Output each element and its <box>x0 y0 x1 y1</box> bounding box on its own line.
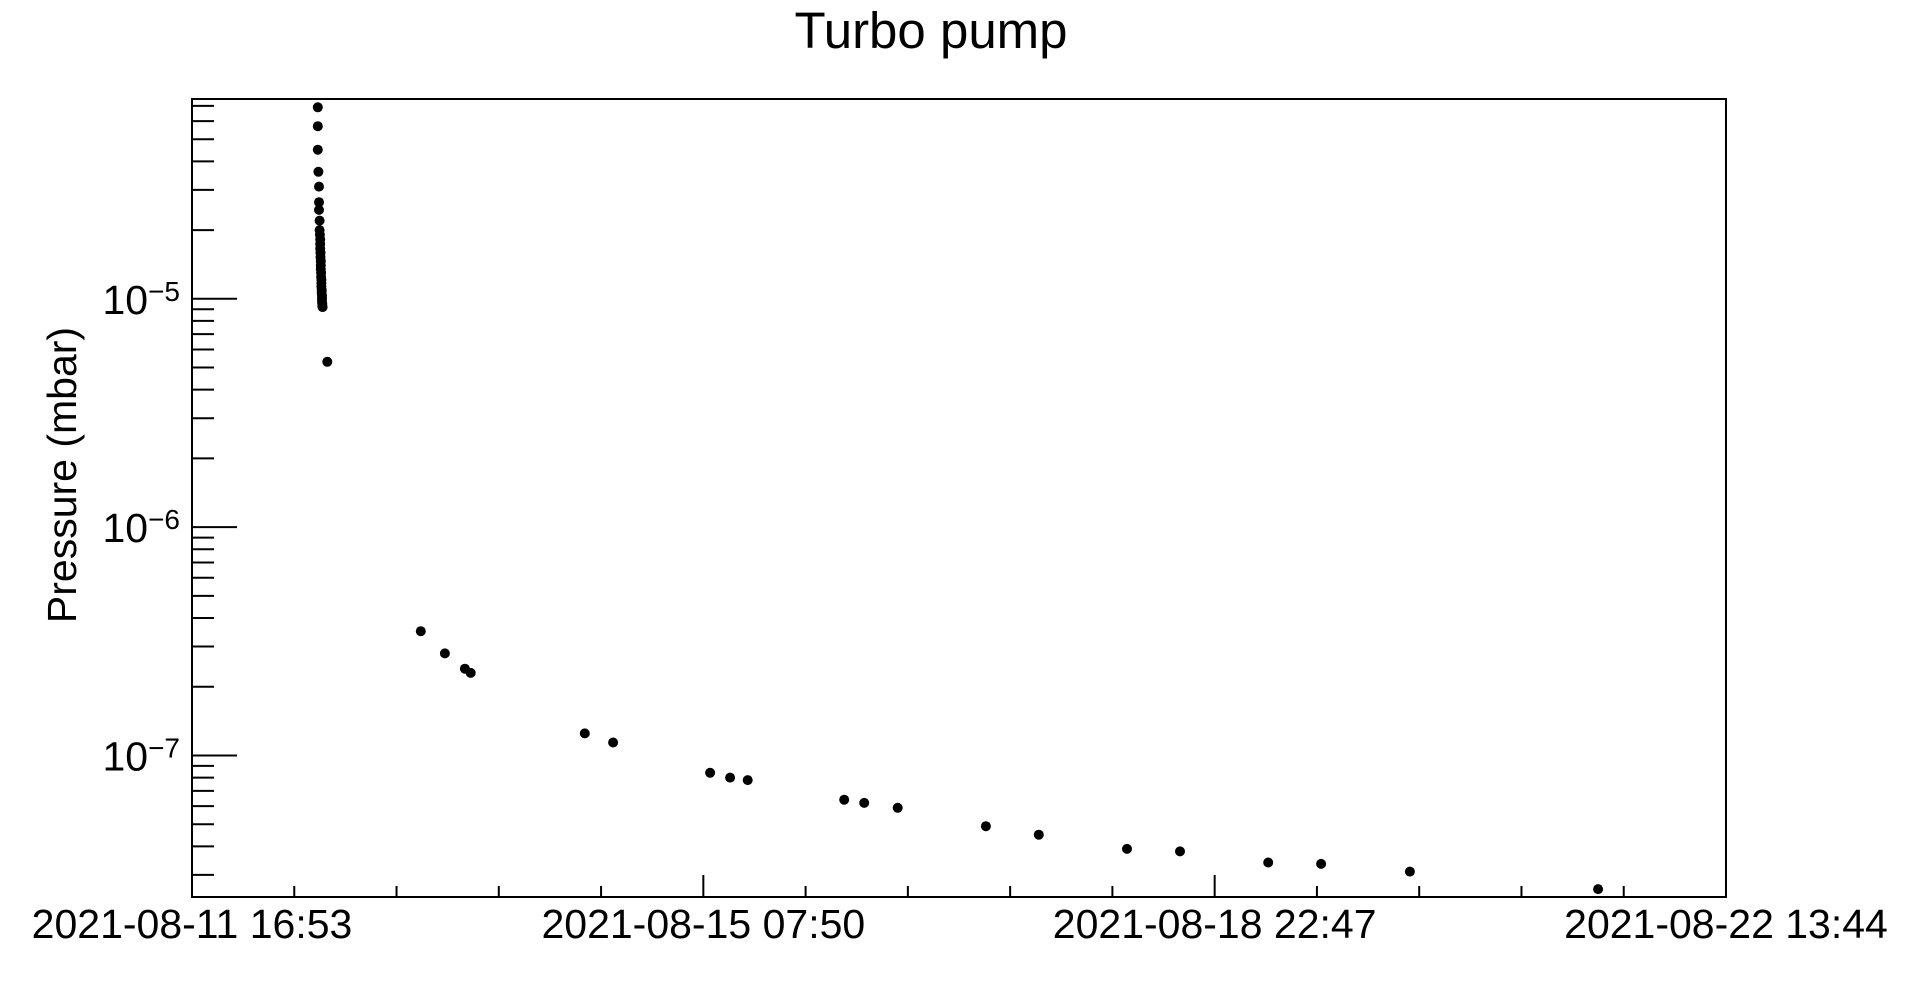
data-point <box>705 767 716 778</box>
data-point <box>314 197 324 208</box>
y-tick-label: 10−6 <box>102 504 180 551</box>
data-point <box>742 775 753 786</box>
y-tick-label: 10−5 <box>102 276 180 323</box>
data-point <box>859 797 870 808</box>
y-axis-title: Pressure (mbar) <box>39 327 85 623</box>
x-tick-label: 2021-08-11 16:53 <box>32 901 353 947</box>
chart-title: Turbo pump <box>794 2 1067 59</box>
plot-frame <box>191 98 1727 898</box>
data-point <box>980 821 991 832</box>
data-point <box>1404 866 1415 877</box>
x-tick-label: 2021-08-15 07:50 <box>541 901 865 947</box>
data-points <box>312 102 1604 895</box>
data-point <box>314 181 324 192</box>
data-point <box>313 166 324 177</box>
data-point <box>439 648 450 659</box>
y-tick-label: 10−7 <box>102 732 180 779</box>
data-point <box>314 204 324 215</box>
data-point <box>314 215 325 226</box>
data-point <box>1593 884 1604 895</box>
x-tick-label: 2021-08-22 13:44 <box>1564 901 1888 947</box>
x-tick-label: 2021-08-18 22:47 <box>1053 901 1377 947</box>
data-point <box>839 794 850 805</box>
data-point <box>415 626 426 637</box>
data-point <box>312 102 323 113</box>
data-point <box>579 728 590 739</box>
data-point <box>317 302 328 313</box>
data-point <box>1122 843 1132 854</box>
y-axis-ticks <box>192 104 237 876</box>
data-point <box>725 772 736 783</box>
x-axis-labels: 2021-08-11 16:53 2021-08-15 07:50 2021-08-… <box>32 901 1888 947</box>
data-point <box>1175 846 1185 857</box>
y-axis-labels: 10−7 10−6 10−5 <box>102 276 180 780</box>
data-point <box>1316 858 1327 869</box>
data-point <box>1263 857 1274 868</box>
data-point <box>892 802 903 813</box>
data-point <box>322 356 333 367</box>
data-point <box>312 121 323 132</box>
data-point <box>312 144 323 155</box>
x-axis-ticks <box>191 875 1727 897</box>
data-point <box>608 737 619 748</box>
data-point <box>465 667 476 678</box>
data-point <box>1033 829 1044 840</box>
